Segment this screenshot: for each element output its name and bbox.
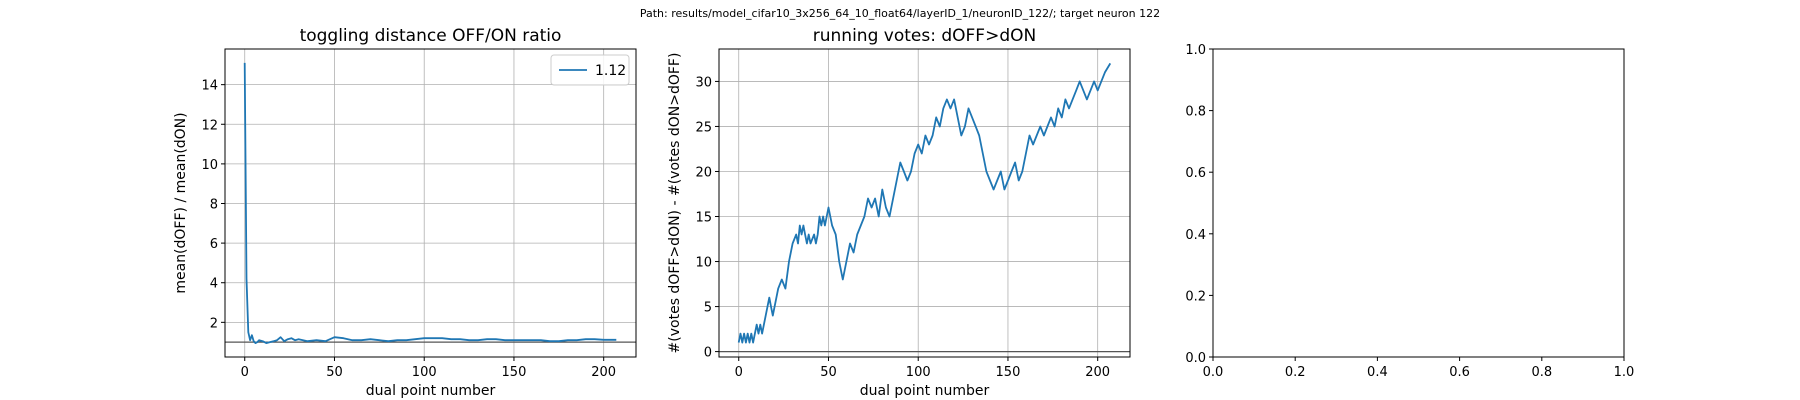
legend-box xyxy=(550,54,630,86)
y-tick-label: 15 xyxy=(695,211,712,226)
y-tick-label: 6 xyxy=(210,237,218,252)
y-tick-label: 25 xyxy=(695,120,712,135)
x-axis-label: dual point number xyxy=(860,383,990,399)
y-tick-label: 8 xyxy=(210,197,218,212)
y-tick-label: 10 xyxy=(695,256,712,271)
plot-title: running votes: dOFF>dON xyxy=(813,26,1036,46)
y-tick-label: 10 xyxy=(201,158,218,173)
x-tick-label: 0.0 xyxy=(1203,365,1224,380)
axes-frame xyxy=(224,48,637,358)
y-tick-label: 2 xyxy=(210,316,218,331)
x-tick-label: 50 xyxy=(326,365,343,380)
x-axis-label: dual point number xyxy=(366,383,496,399)
subplot-3: 0.0 0.2 0.4 0.6 0.8 1.0 0.0 0.2 0.4 0.6 0.8 1.0 xyxy=(1185,43,1634,380)
y-tick-label: 30 xyxy=(695,75,712,90)
x-tick-label: 100 xyxy=(412,365,437,380)
y-tick-label: 12 xyxy=(201,118,218,133)
x-tick-label: 50 xyxy=(820,365,837,380)
x-tick-label: 0.6 xyxy=(1449,365,1470,380)
y-axis-label: mean(dOFF) / mean(dON) xyxy=(173,112,189,293)
y-tick-label: 0.0 xyxy=(1185,351,1206,366)
y-tick-label: 0.4 xyxy=(1185,228,1206,243)
subplot-2: 0 50 100 150 200 0 5 10 15 20 25 30 running votes: d… xyxy=(667,26,1131,399)
x-tick-label: 150 xyxy=(502,365,527,380)
x-tick-label: 200 xyxy=(1085,365,1110,380)
y-tick-label: 0 xyxy=(704,346,712,361)
y-tick-label: 14 xyxy=(201,79,218,94)
x-tick-label: 0.4 xyxy=(1367,365,1388,380)
y-tick-label: 1.0 xyxy=(1185,43,1206,58)
x-tick-label: 0.2 xyxy=(1285,365,1306,380)
legend: 1.12 xyxy=(550,54,630,86)
axes-frame xyxy=(718,48,1131,358)
x-tick-label: 0.8 xyxy=(1531,365,1552,380)
x-tick-label: 1.0 xyxy=(1614,365,1635,380)
x-tick-label: 0 xyxy=(735,365,743,380)
y-tick-label: 0.6 xyxy=(1185,166,1206,181)
x-tick-label: 0 xyxy=(241,365,249,380)
legend-label: 1.12 xyxy=(595,63,626,79)
figure-suptitle: Path: results/model_cifar10_3x256_64_10_… xyxy=(639,7,1161,20)
x-tick-label: 150 xyxy=(996,365,1021,380)
x-tick-label: 200 xyxy=(591,365,616,380)
subplot-1: 0 50 100 150 200 2 4 6 8 10 12 14 toggling distance … xyxy=(173,26,637,399)
y-tick-label: 5 xyxy=(704,301,712,316)
y-tick-label: 0.2 xyxy=(1185,289,1206,304)
y-tick-label: 4 xyxy=(210,277,218,292)
series-line-1 xyxy=(737,62,1112,344)
x-tick-label: 100 xyxy=(906,365,931,380)
y-tick-label: 0.8 xyxy=(1185,105,1206,120)
y-tick-label: 20 xyxy=(695,165,712,180)
axes-frame xyxy=(1212,48,1625,358)
y-axis-label: #(votes dOFF>dON) - #(votes dON>dOFF) xyxy=(667,53,683,354)
plot-title: toggling distance OFF/ON ratio xyxy=(300,26,562,46)
series-line-1 xyxy=(243,62,617,345)
